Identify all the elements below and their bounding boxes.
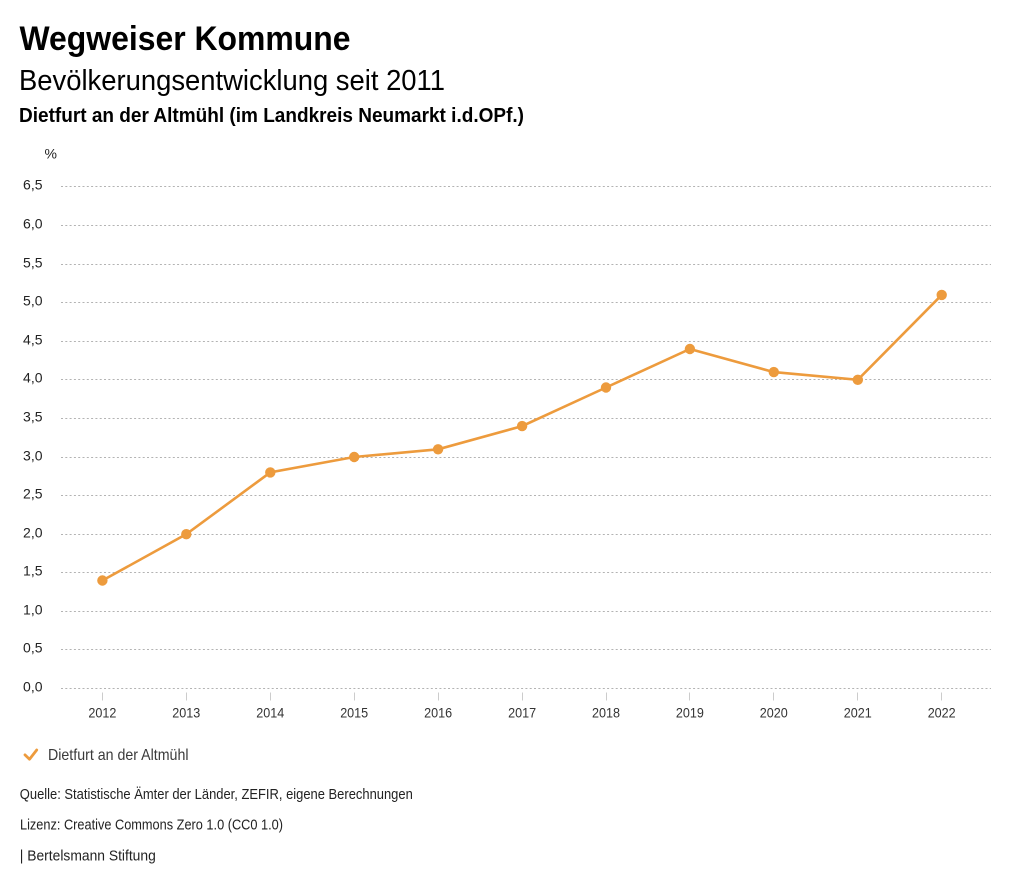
svg-text:4,5: 4,5 <box>23 332 43 348</box>
svg-text:2012: 2012 <box>88 705 116 721</box>
svg-text:3,5: 3,5 <box>23 409 43 425</box>
svg-text:0,0: 0,0 <box>23 679 43 695</box>
svg-text:2014: 2014 <box>256 705 284 721</box>
svg-text:Dietfurt an der Altmühl (im La: Dietfurt an der Altmühl (im Landkreis Ne… <box>19 104 524 127</box>
svg-text:3,0: 3,0 <box>23 448 43 464</box>
svg-text:1,5: 1,5 <box>23 563 43 579</box>
svg-text:Lizenz: Creative Commons Zero: Lizenz: Creative Commons Zero 1.0 (CC0 1… <box>20 817 283 834</box>
svg-text:2015: 2015 <box>340 705 368 721</box>
svg-text:2016: 2016 <box>424 705 452 721</box>
svg-text:4,0: 4,0 <box>23 370 43 386</box>
svg-text:2013: 2013 <box>172 705 200 721</box>
svg-text:%: % <box>44 146 56 162</box>
svg-text:2019: 2019 <box>676 705 704 721</box>
svg-text:2017: 2017 <box>508 705 536 721</box>
svg-text:Quelle: Statistische Ämter der: Quelle: Statistische Ämter der Länder, Z… <box>20 786 413 803</box>
svg-text:Wegweiser Kommune: Wegweiser Kommune <box>20 20 351 58</box>
svg-text:5,0: 5,0 <box>23 293 43 309</box>
svg-text:5,5: 5,5 <box>23 255 43 271</box>
svg-text:2,0: 2,0 <box>23 525 43 541</box>
svg-text:Dietfurt an der Altmühl: Dietfurt an der Altmühl <box>48 747 189 764</box>
svg-text:2,5: 2,5 <box>23 486 43 502</box>
svg-text:2020: 2020 <box>760 705 788 721</box>
svg-text:Bevölkerungsentwicklung seit 2: Bevölkerungsentwicklung seit 2011 <box>19 65 445 97</box>
svg-text:0,5: 0,5 <box>23 640 43 656</box>
svg-text:2022: 2022 <box>928 705 956 721</box>
svg-text:2021: 2021 <box>844 705 872 721</box>
svg-text:2018: 2018 <box>592 705 620 721</box>
svg-text:6,5: 6,5 <box>23 177 43 193</box>
svg-text:1,0: 1,0 <box>23 602 43 618</box>
svg-text:6,0: 6,0 <box>23 216 43 232</box>
svg-text:| Bertelsmann Stiftung: | Bertelsmann Stiftung <box>20 848 156 865</box>
